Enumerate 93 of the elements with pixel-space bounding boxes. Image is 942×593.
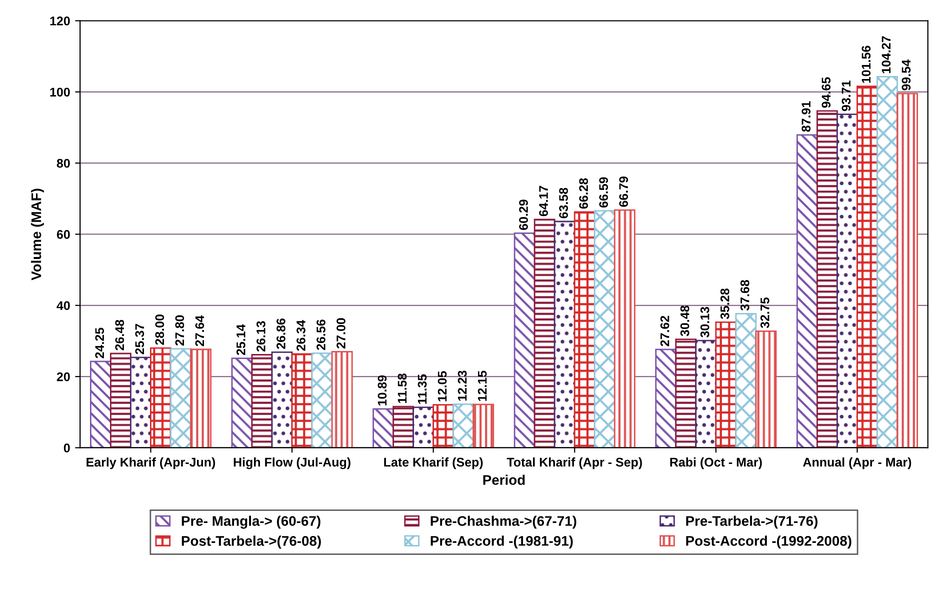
bar	[190, 348, 212, 448]
bar	[311, 352, 333, 448]
bar	[372, 408, 394, 448]
y-tick-label: 40	[56, 301, 70, 310]
bar	[432, 404, 454, 448]
legend-label: Post-Accord -(1992-2008)	[686, 536, 852, 549]
bar	[594, 210, 616, 448]
bar	[856, 86, 878, 448]
text: 37.68	[740, 280, 750, 311]
bar	[796, 134, 818, 448]
x-tick-label: Early Kharif (Apr-Jun)	[86, 457, 216, 470]
text: 99.54	[902, 60, 911, 90]
y-axis-title: Volume (MAF)	[30, 188, 44, 280]
y-tick-label: 100	[50, 88, 70, 97]
bar	[251, 354, 273, 448]
bar	[231, 358, 253, 448]
text: 30.48	[680, 306, 690, 336]
legend-label: Pre-Accord -(1981-91)	[430, 536, 573, 549]
text: 60.29	[519, 200, 528, 230]
text: 66.79	[619, 176, 628, 207]
text: 26.86	[276, 318, 286, 349]
y-tick-label: 60	[56, 230, 70, 239]
text: 27.62	[660, 316, 670, 346]
legend-label: Pre-Chashma->(67-71)	[430, 516, 576, 529]
text: 12.15	[478, 370, 487, 401]
legend-label: Pre-Tarbela->(71-76)	[686, 516, 818, 529]
bar	[291, 353, 313, 448]
bar	[614, 209, 636, 448]
x-tick-label: Annual (Apr - Mar)	[803, 457, 912, 470]
text: 27.80	[175, 315, 184, 346]
legend-label: Pre- Mangla-> (60-67)	[182, 516, 320, 529]
y-tick-label: 80	[56, 158, 70, 168]
bar	[554, 220, 576, 448]
text: 64.17	[539, 186, 548, 216]
text: 25.37	[135, 324, 144, 354]
bar	[514, 232, 536, 448]
bar	[170, 348, 192, 448]
y-tick-label: 120	[50, 16, 70, 26]
bar	[574, 211, 596, 448]
bar	[331, 350, 353, 448]
bar	[816, 110, 838, 448]
bar	[695, 340, 717, 448]
x-tick-label: Total Kharif (Apr - Sep)	[506, 457, 642, 470]
text: 28.00	[155, 314, 164, 345]
text: 11.35	[418, 374, 427, 404]
x-tick-label: High Flow (Jul-Aug)	[234, 457, 350, 470]
text: 66.28	[579, 178, 588, 209]
text: 93.71	[842, 80, 851, 112]
bar	[150, 347, 172, 448]
text: 104.27	[882, 36, 891, 74]
y-tick-label: 0	[64, 444, 70, 452]
legend-label: Post-Tarbela->(76-08)	[182, 536, 321, 549]
bar	[836, 114, 858, 448]
text: 26.48	[115, 320, 124, 350]
text: 12.23	[458, 370, 467, 401]
bar	[876, 76, 898, 448]
text: 27.64	[195, 315, 204, 346]
text: 94.65	[822, 77, 831, 108]
x-axis-title: Period	[483, 474, 525, 485]
bar	[755, 330, 777, 448]
text: 26.13	[256, 321, 266, 352]
text: 10.89	[378, 375, 387, 406]
bar	[130, 356, 152, 448]
text: 63.58	[559, 188, 568, 218]
y-tick-label: 20	[56, 372, 70, 382]
text: 24.25	[95, 328, 104, 358]
bar	[655, 348, 677, 448]
text: 27.00	[336, 318, 346, 348]
x-tick-label: Late Kharif (Sep)	[384, 457, 483, 470]
x-tick-label: Rabi (Oct - Mar)	[670, 457, 762, 470]
text: 12.05	[438, 371, 447, 402]
text: 101.56	[862, 46, 871, 83]
bar	[715, 321, 737, 448]
bar	[110, 352, 132, 448]
text: 26.34	[296, 320, 306, 351]
bar	[271, 351, 293, 448]
bar	[412, 406, 434, 448]
text: 87.91	[802, 101, 811, 132]
text: 11.58	[398, 374, 407, 403]
bar	[735, 312, 757, 448]
text: 32.75	[760, 297, 770, 328]
text: 66.59	[599, 177, 608, 208]
bar	[452, 404, 474, 448]
text: 26.56	[316, 320, 326, 350]
text: 25.14	[236, 324, 246, 356]
bar	[675, 338, 697, 448]
bar	[472, 404, 494, 448]
bar	[534, 218, 556, 448]
text: 35.28	[720, 288, 730, 320]
bar	[896, 92, 918, 448]
bar	[392, 406, 414, 448]
text: 30.13	[700, 306, 710, 338]
bar	[90, 360, 112, 448]
